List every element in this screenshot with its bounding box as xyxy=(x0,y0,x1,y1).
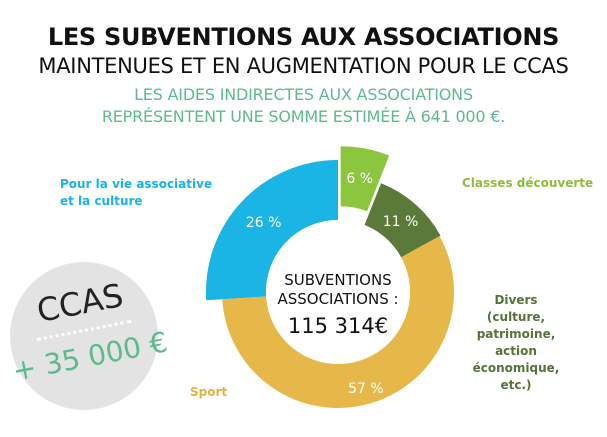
label-divers-line6: etc.) xyxy=(500,378,532,392)
label-vie-associative-line1: Pour la vie associative xyxy=(60,177,213,191)
subtitle-line2: REPRÉSENTENT UNE SOMME ESTIMÉE À 641 000… xyxy=(101,107,506,126)
label-vie-associative-line2: et la culture xyxy=(60,194,143,208)
slice-vie-associative-value-label: 26 % xyxy=(246,215,282,231)
slice-vie-associative xyxy=(205,160,338,301)
slice-sport xyxy=(222,236,454,408)
label-divers-line3: patrimoine, xyxy=(476,327,556,341)
label-vie-associative: Pour la vie associative et la culture xyxy=(60,176,230,210)
page-title: LES SUBVENTIONS AUX ASSOCIATIONS xyxy=(47,23,560,51)
label-divers: Divers (culture, patrimoine, action écon… xyxy=(466,292,566,394)
label-divers-line2: (culture, xyxy=(486,310,546,324)
center-label-line1: SUBVENTIONS xyxy=(284,271,391,289)
header: LES SUBVENTIONS AUX ASSOCIATIONS MAINTEN… xyxy=(0,22,607,128)
label-sport: Sport xyxy=(190,385,228,399)
subtitle-line1: LES AIDES INDIRECTES AUX ASSOCIATIONS xyxy=(134,85,473,104)
label-divers-line4: action xyxy=(495,344,537,358)
slice-sport-value-label: 57 % xyxy=(348,381,384,397)
slice-classes-decouverte xyxy=(340,146,390,212)
slice-divers-value-label: 11 % xyxy=(383,214,419,230)
center-label-line2: ASSOCIATIONS : xyxy=(277,290,398,308)
label-divers-line1: Divers xyxy=(494,293,538,307)
label-divers-line5: économique, xyxy=(472,361,560,375)
slice-classes-decouverte-value-label: 6 % xyxy=(346,171,373,187)
donut-hole xyxy=(266,220,410,364)
ccas-badge: CCAS + 35 000 € xyxy=(10,262,170,410)
slice-divers xyxy=(364,183,441,258)
label-classes-decouverte: Classes découverte xyxy=(462,176,594,190)
center-total-value: 115 314€ xyxy=(288,314,388,338)
page-title-line2: MAINTENUES ET EN AUGMENTATION POUR LE CC… xyxy=(38,54,569,78)
